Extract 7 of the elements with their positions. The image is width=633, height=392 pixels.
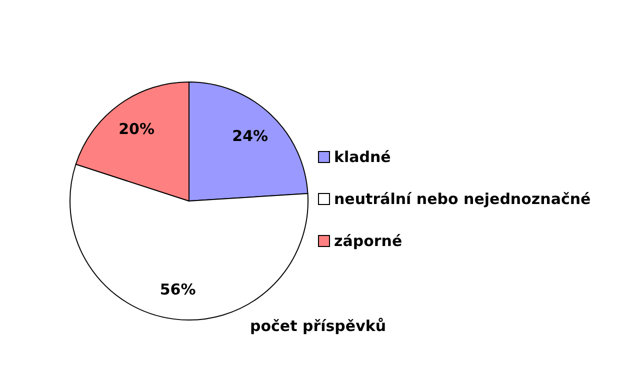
data-label: 24% [232, 126, 268, 145]
text: počet příspěvků [248, 317, 388, 335]
data-label: 56% [160, 280, 196, 299]
legend-label: neutrální nebo nejednoznačné [334, 190, 591, 208]
legend-label: záporné [334, 232, 402, 250]
data-label: 20% [118, 120, 154, 138]
legend-label: kladné [334, 148, 391, 166]
